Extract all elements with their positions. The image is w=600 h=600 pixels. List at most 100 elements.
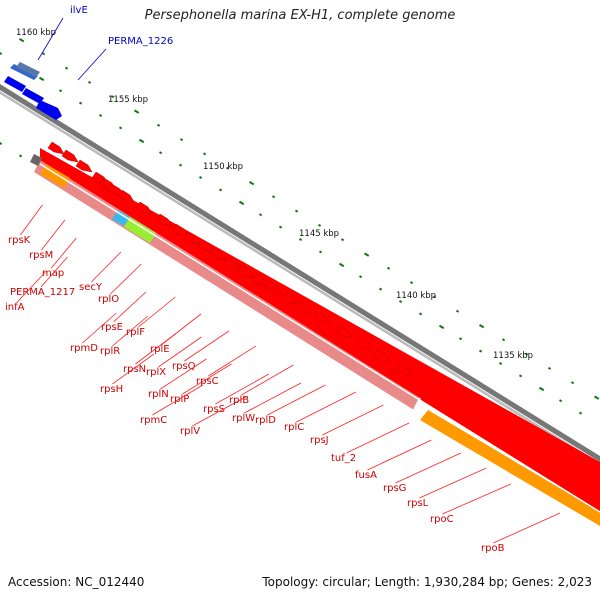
blue-gene-labels: ilvE PERMA_1226 [37, 5, 173, 81]
kbp-label: 1140 kbp [396, 291, 436, 301]
gene-arrow[interactable] [171, 223, 189, 237]
gene-arrow[interactable] [47, 141, 65, 155]
gene-label[interactable]: rpsS [203, 404, 225, 415]
scale-tick-mark [118, 126, 123, 130]
gene-arrow[interactable] [265, 281, 283, 295]
scale-tick-mark [318, 250, 323, 254]
gene-label[interactable]: rpsN [123, 364, 146, 375]
gene-label[interactable]: rpoB [481, 543, 505, 554]
gene-label[interactable]: rplO [98, 294, 119, 305]
gene-arrow[interactable] [75, 159, 93, 173]
gene-label[interactable]: rplW [232, 413, 255, 424]
gene-perma-1225[interactable] [22, 88, 44, 104]
scale-tick-mark [271, 195, 276, 199]
gene-label[interactable]: PERMA_1226 [108, 36, 173, 47]
leader-line [152, 384, 204, 416]
gene-label[interactable]: rplP [170, 394, 189, 405]
gene-arrow[interactable] [395, 363, 413, 377]
gene-arrow[interactable] [209, 247, 227, 261]
leader-line [367, 439, 432, 471]
genome-title: Persephonella marina EX-H1, complete gen… [144, 8, 456, 23]
kbp-labels: 1160 kbp 1155 kbp 1150 kbp 1145 kbp 1140 kbp… [16, 28, 533, 361]
feature-tracks [0, 62, 600, 526]
gene-arrow[interactable] [237, 265, 255, 279]
scale-tick-mark [358, 275, 363, 279]
scale-tick-mark [378, 287, 383, 291]
kbp-label: 1155 kbp [108, 95, 148, 105]
gene-label[interactable]: rplC [284, 422, 304, 433]
gene-lime[interactable] [124, 217, 156, 243]
scale-tick-mark [58, 89, 63, 93]
gene-orange-left[interactable] [40, 164, 70, 188]
scale-tick-mark [78, 101, 83, 105]
leader-line [346, 422, 410, 454]
gene-label[interactable]: rplN [148, 389, 169, 400]
leader-line [82, 312, 117, 344]
gene-label[interactable]: infA [5, 302, 25, 313]
scale-tick-mark [478, 324, 485, 329]
gene-label[interactable]: rpsJ [310, 435, 329, 446]
leader-line [17, 271, 46, 303]
track-separator [39, 163, 600, 513]
gene-label[interactable]: rpsG [383, 483, 406, 494]
gene-arrow[interactable] [183, 231, 201, 245]
gene-arrow[interactable] [373, 349, 391, 363]
gene-arrow[interactable] [197, 239, 215, 253]
gene-dark[interactable] [30, 154, 42, 166]
gene-cyan[interactable] [112, 210, 130, 226]
gene-label[interactable]: rpsH [100, 384, 123, 395]
scale-tick-mark [458, 337, 463, 341]
leader-line [20, 204, 43, 236]
leader-line [91, 251, 122, 283]
gene-rpoB[interactable] [420, 410, 600, 526]
gene-operon-outer[interactable] [40, 148, 600, 512]
gene-arrow[interactable] [117, 189, 135, 203]
gene-arrow[interactable] [223, 257, 241, 271]
gene-label[interactable]: fusA [355, 470, 377, 481]
gene-label[interactable]: rpsE [101, 322, 123, 333]
gene-label[interactable]: rpsQ [172, 361, 196, 372]
gene-label[interactable]: rpsL [407, 498, 429, 509]
gene-ilve-outline [16, 62, 40, 77]
gene-label[interactable]: rplR [100, 346, 120, 357]
leader-line [110, 263, 142, 295]
gene-ilvE[interactable] [10, 64, 38, 80]
leader-line [208, 345, 257, 377]
gene-label[interactable]: rpsM [29, 250, 53, 261]
red-gene-labels: rpsKrpsMmapPERMA_1217infAsecYrplOrpsErpm… [5, 204, 561, 554]
gene-label[interactable]: ilvE [70, 5, 88, 16]
gene-arrow[interactable] [61, 149, 79, 163]
gene-label[interactable]: rplV [180, 426, 200, 437]
scale-tick-mark [398, 300, 403, 304]
gene-label[interactable]: rpsK [8, 235, 31, 246]
gene-label[interactable]: rpmD [70, 343, 98, 354]
gene-label[interactable]: rpmC [140, 415, 167, 426]
scale-tick-mark [258, 213, 263, 217]
scale-tick-mark [570, 381, 575, 385]
scale-tick-mark [518, 374, 523, 378]
gene-arrow[interactable] [355, 337, 373, 351]
leader-line [41, 219, 66, 251]
gene-perma-1224[interactable] [36, 100, 62, 120]
gene-arrow[interactable] [313, 311, 331, 325]
gene-arrow[interactable] [281, 291, 299, 305]
gene-label[interactable]: secY [79, 282, 103, 293]
gene-arrow[interactable] [155, 213, 173, 227]
gene-label[interactable]: rpoC [430, 514, 454, 525]
gene-label[interactable]: rplD [255, 415, 276, 426]
gene-arrow[interactable] [335, 325, 353, 339]
scale-tick-mark [198, 175, 203, 180]
gene-perma-1226[interactable] [4, 76, 26, 92]
gene-label[interactable]: rplF [126, 327, 145, 338]
gene-label[interactable]: rpsC [196, 376, 219, 387]
gene-label[interactable]: rplE [150, 344, 170, 355]
gene-arrow[interactable] [295, 301, 313, 315]
leader-line [267, 384, 326, 416]
gene-label[interactable]: PERMA_1217 [10, 287, 75, 298]
gene-arrow[interactable] [135, 201, 153, 215]
gene-label[interactable]: rplX [146, 367, 166, 378]
gene-arrow[interactable] [251, 273, 269, 287]
gene-label[interactable]: tuf_2 [331, 453, 356, 464]
gene-arrows [47, 141, 413, 377]
